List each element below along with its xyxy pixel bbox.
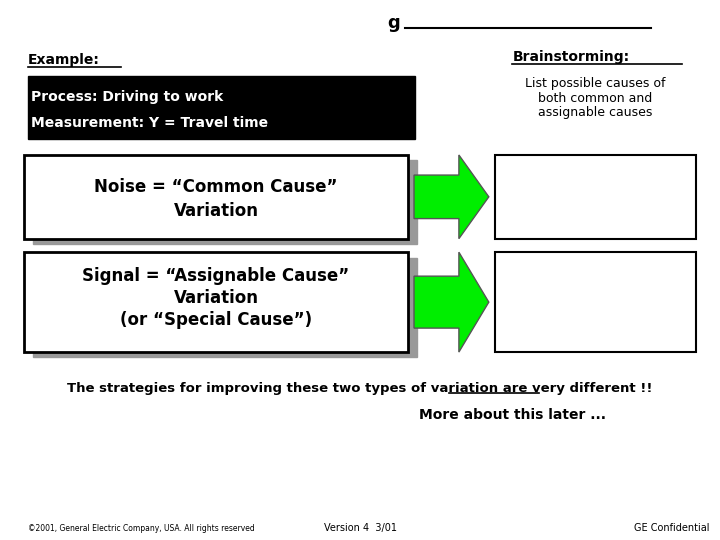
Text: Version 4  3/01: Version 4 3/01 — [323, 523, 397, 533]
Text: Process: Driving to work: Process: Driving to work — [31, 90, 223, 104]
Text: Example:: Example: — [27, 53, 99, 68]
Text: assignable causes: assignable causes — [539, 106, 652, 119]
Text: ©2001, General Electric Company, USA. All rights reserved: ©2001, General Electric Company, USA. Al… — [27, 524, 254, 532]
FancyBboxPatch shape — [24, 155, 408, 239]
Text: Noise = “Common Cause”: Noise = “Common Cause” — [94, 178, 338, 197]
Text: GE Confidential: GE Confidential — [634, 523, 709, 533]
Polygon shape — [414, 252, 489, 352]
Text: The strategies for improving these two types of variation are very different !!: The strategies for improving these two t… — [67, 382, 653, 395]
Text: List possible causes of: List possible causes of — [525, 77, 666, 90]
Polygon shape — [414, 155, 489, 239]
FancyBboxPatch shape — [27, 76, 415, 139]
Text: More about this later ...: More about this later ... — [419, 408, 606, 422]
Text: Brainstorming:: Brainstorming: — [513, 50, 629, 64]
Text: Measurement: Y = Travel time: Measurement: Y = Travel time — [31, 116, 268, 130]
FancyBboxPatch shape — [495, 155, 696, 239]
Text: both common and: both common and — [539, 92, 652, 105]
FancyBboxPatch shape — [33, 258, 418, 357]
FancyBboxPatch shape — [495, 252, 696, 352]
FancyBboxPatch shape — [24, 252, 408, 352]
Text: (or “Special Cause”): (or “Special Cause”) — [120, 310, 312, 329]
Text: Variation: Variation — [174, 201, 258, 220]
Text: Variation: Variation — [174, 289, 258, 307]
Text: Signal = “Assignable Cause”: Signal = “Assignable Cause” — [82, 267, 350, 286]
Text: g: g — [387, 14, 400, 32]
FancyBboxPatch shape — [33, 160, 418, 244]
